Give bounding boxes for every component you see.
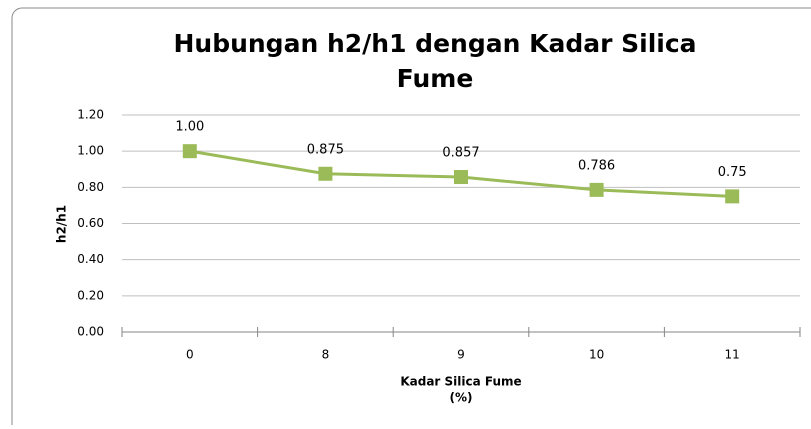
data-point [182, 144, 197, 159]
data-label: 1.00 [175, 120, 204, 135]
data-point [318, 166, 333, 181]
x-axis-title: (%) [450, 391, 473, 405]
data-label: 0.857 [442, 146, 479, 161]
x-tick-label: 10 [589, 348, 604, 362]
x-tick-label: 8 [322, 348, 330, 362]
y-tick-label: 0.60 [77, 216, 104, 230]
chart-border [11, 7, 811, 429]
data-point [454, 170, 468, 185]
x-tick-label: 9 [457, 348, 465, 362]
y-tick-label: 0.20 [77, 288, 104, 302]
x-axis-title: Kadar Silica Fume [400, 375, 521, 389]
y-tick-label: 1.20 [77, 108, 104, 122]
y-tick-label: 0.40 [77, 252, 104, 266]
data-label: 0.875 [307, 142, 344, 157]
y-tick-label: 0.00 [77, 325, 104, 339]
y-axis-title: h2/h1 [55, 205, 69, 243]
y-tick-label: 1.00 [77, 144, 104, 158]
chart-title: Fume [397, 64, 474, 93]
chart-title: Hubungan h2/h1 dengan Kadar Silica [173, 29, 696, 58]
data-point [589, 182, 604, 197]
x-tick-label: 0 [186, 348, 194, 362]
x-tick-label: 11 [725, 348, 740, 362]
y-tick-label: 0.80 [77, 180, 104, 194]
data-label: 0.786 [578, 158, 615, 173]
data-point [725, 189, 740, 204]
data-label: 0.75 [718, 165, 747, 180]
